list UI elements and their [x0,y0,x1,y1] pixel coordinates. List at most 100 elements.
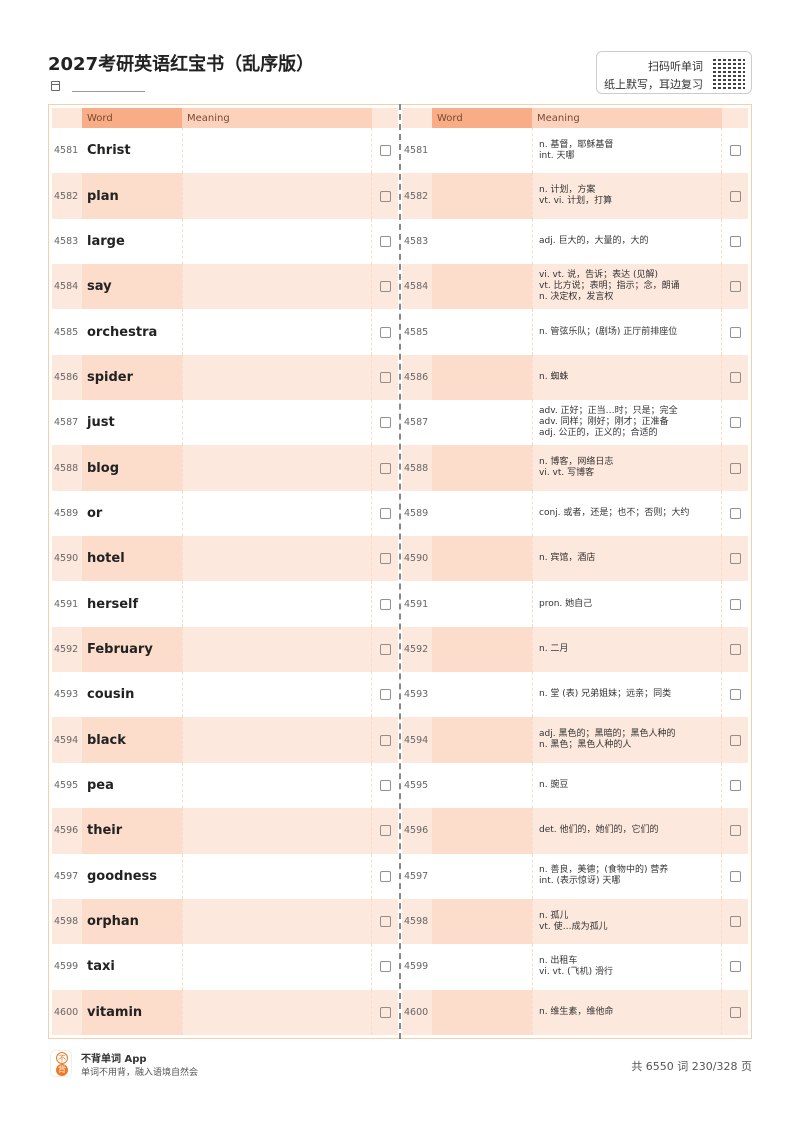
checkbox[interactable] [729,417,741,429]
table-row: 4588 blog [52,445,398,491]
checkbox[interactable] [729,1006,741,1018]
logo-top: 不 [56,1052,68,1064]
word-blank[interactable] [432,717,532,763]
checkbox[interactable] [379,870,391,882]
checkbox[interactable] [729,825,741,837]
entry-word: cousin [87,687,135,703]
entry-meaning: n. 出租车 vi. vt. (飞机) 滑行 [532,944,722,990]
checkbox[interactable] [729,326,741,338]
checkbox[interactable] [379,961,391,973]
date-field[interactable] [72,91,145,92]
checkbox[interactable] [729,779,741,791]
word-blank[interactable] [432,173,532,219]
meaning-blank[interactable] [182,581,372,627]
word-blank[interactable] [432,763,532,808]
checkbox[interactable] [729,870,741,882]
meaning-blank[interactable] [182,264,372,310]
checkbox[interactable] [379,598,391,610]
meaning-blank[interactable] [182,536,372,582]
word-blank[interactable] [432,491,532,536]
word-blank[interactable] [432,309,532,354]
meaning-blank[interactable] [182,354,372,401]
page-title: 2027考研英语红宝书（乱序版） [48,54,315,75]
checkbox[interactable] [379,507,391,519]
entry-number: 4589 [404,507,429,519]
checkbox[interactable] [379,916,391,928]
checkbox[interactable] [379,462,391,474]
word-blank[interactable] [432,672,532,717]
meaning-blank[interactable] [182,173,372,219]
word-blank[interactable] [432,854,532,899]
entry-number: 4600 [54,1006,79,1018]
checkbox[interactable] [379,235,391,247]
meaning-blank[interactable] [182,400,372,446]
table-row: 4586 n. 蜘蛛 [402,354,748,401]
checkbox[interactable] [379,371,391,383]
checkbox[interactable] [729,553,741,565]
word-blank[interactable] [432,400,532,445]
entry-meaning: vi. vt. 说，告诉；表达 (见解) vt. 比方说；表明；指示；念，朗诵 … [532,264,722,310]
meaning-blank[interactable] [182,944,372,990]
checkbox[interactable] [729,916,741,928]
checkbox[interactable] [729,462,741,474]
qr-code-icon[interactable] [713,57,745,89]
checkbox[interactable] [379,553,391,565]
checkbox[interactable] [729,145,741,157]
meaning-blank[interactable] [182,989,372,1035]
word-blank[interactable] [432,898,532,945]
meaning-blank[interactable] [182,853,372,899]
checkbox[interactable] [379,281,391,293]
checkbox[interactable] [379,326,391,338]
meaning-blank[interactable] [182,128,372,174]
header-meaning: Meaning [182,108,372,128]
checkbox[interactable] [729,643,741,655]
checkbox[interactable] [729,689,741,701]
word-blank[interactable] [432,128,532,173]
checkbox[interactable] [379,1006,391,1018]
word-blank[interactable] [432,445,532,491]
word-blank[interactable] [432,354,532,401]
entry-meaning: adj. 巨大的，大量的，大的 [532,218,722,265]
word-blank[interactable] [432,264,532,310]
checkbox[interactable] [729,961,741,973]
meaning-blank[interactable] [182,898,372,945]
checkbox[interactable] [379,779,391,791]
checkbox[interactable] [379,734,391,746]
table-row: 4591 herself [52,581,398,627]
checkbox[interactable] [379,689,391,701]
meaning-blank[interactable] [182,762,372,809]
checkbox[interactable] [729,734,741,746]
table-row: 4581 Christ [52,128,398,174]
word-blank[interactable] [432,989,532,1035]
checkbox[interactable] [379,417,391,429]
word-blank[interactable] [432,626,532,673]
checkbox[interactable] [379,145,391,157]
checkbox[interactable] [379,825,391,837]
checkbox[interactable] [729,190,741,202]
checkbox[interactable] [379,190,391,202]
word-blank[interactable] [432,219,532,264]
checkbox[interactable] [729,371,741,383]
word-blank[interactable] [432,581,532,626]
word-blank[interactable] [432,536,532,582]
checkbox[interactable] [729,235,741,247]
meaning-blank[interactable] [182,717,372,763]
checkbox[interactable] [729,598,741,610]
checkbox[interactable] [379,643,391,655]
table-row: 4597 goodness [52,853,398,899]
checkbox[interactable] [729,281,741,293]
meaning-blank[interactable] [182,672,372,718]
meaning-blank[interactable] [182,808,372,854]
meaning-blank[interactable] [182,445,372,491]
entry-meaning: pron. 她自己 [532,581,722,627]
meaning-blank[interactable] [182,309,372,355]
table-row: 4592 n. 二月 [402,626,748,673]
meaning-blank[interactable] [182,626,372,673]
meaning-blank[interactable] [182,218,372,265]
checkbox[interactable] [729,507,741,519]
meaning-blank[interactable] [182,490,372,537]
word-blank[interactable] [432,944,532,989]
entry-meaning: n. 宾馆，酒店 [532,536,722,582]
word-blank[interactable] [432,808,532,854]
entry-number: 4592 [404,643,429,655]
